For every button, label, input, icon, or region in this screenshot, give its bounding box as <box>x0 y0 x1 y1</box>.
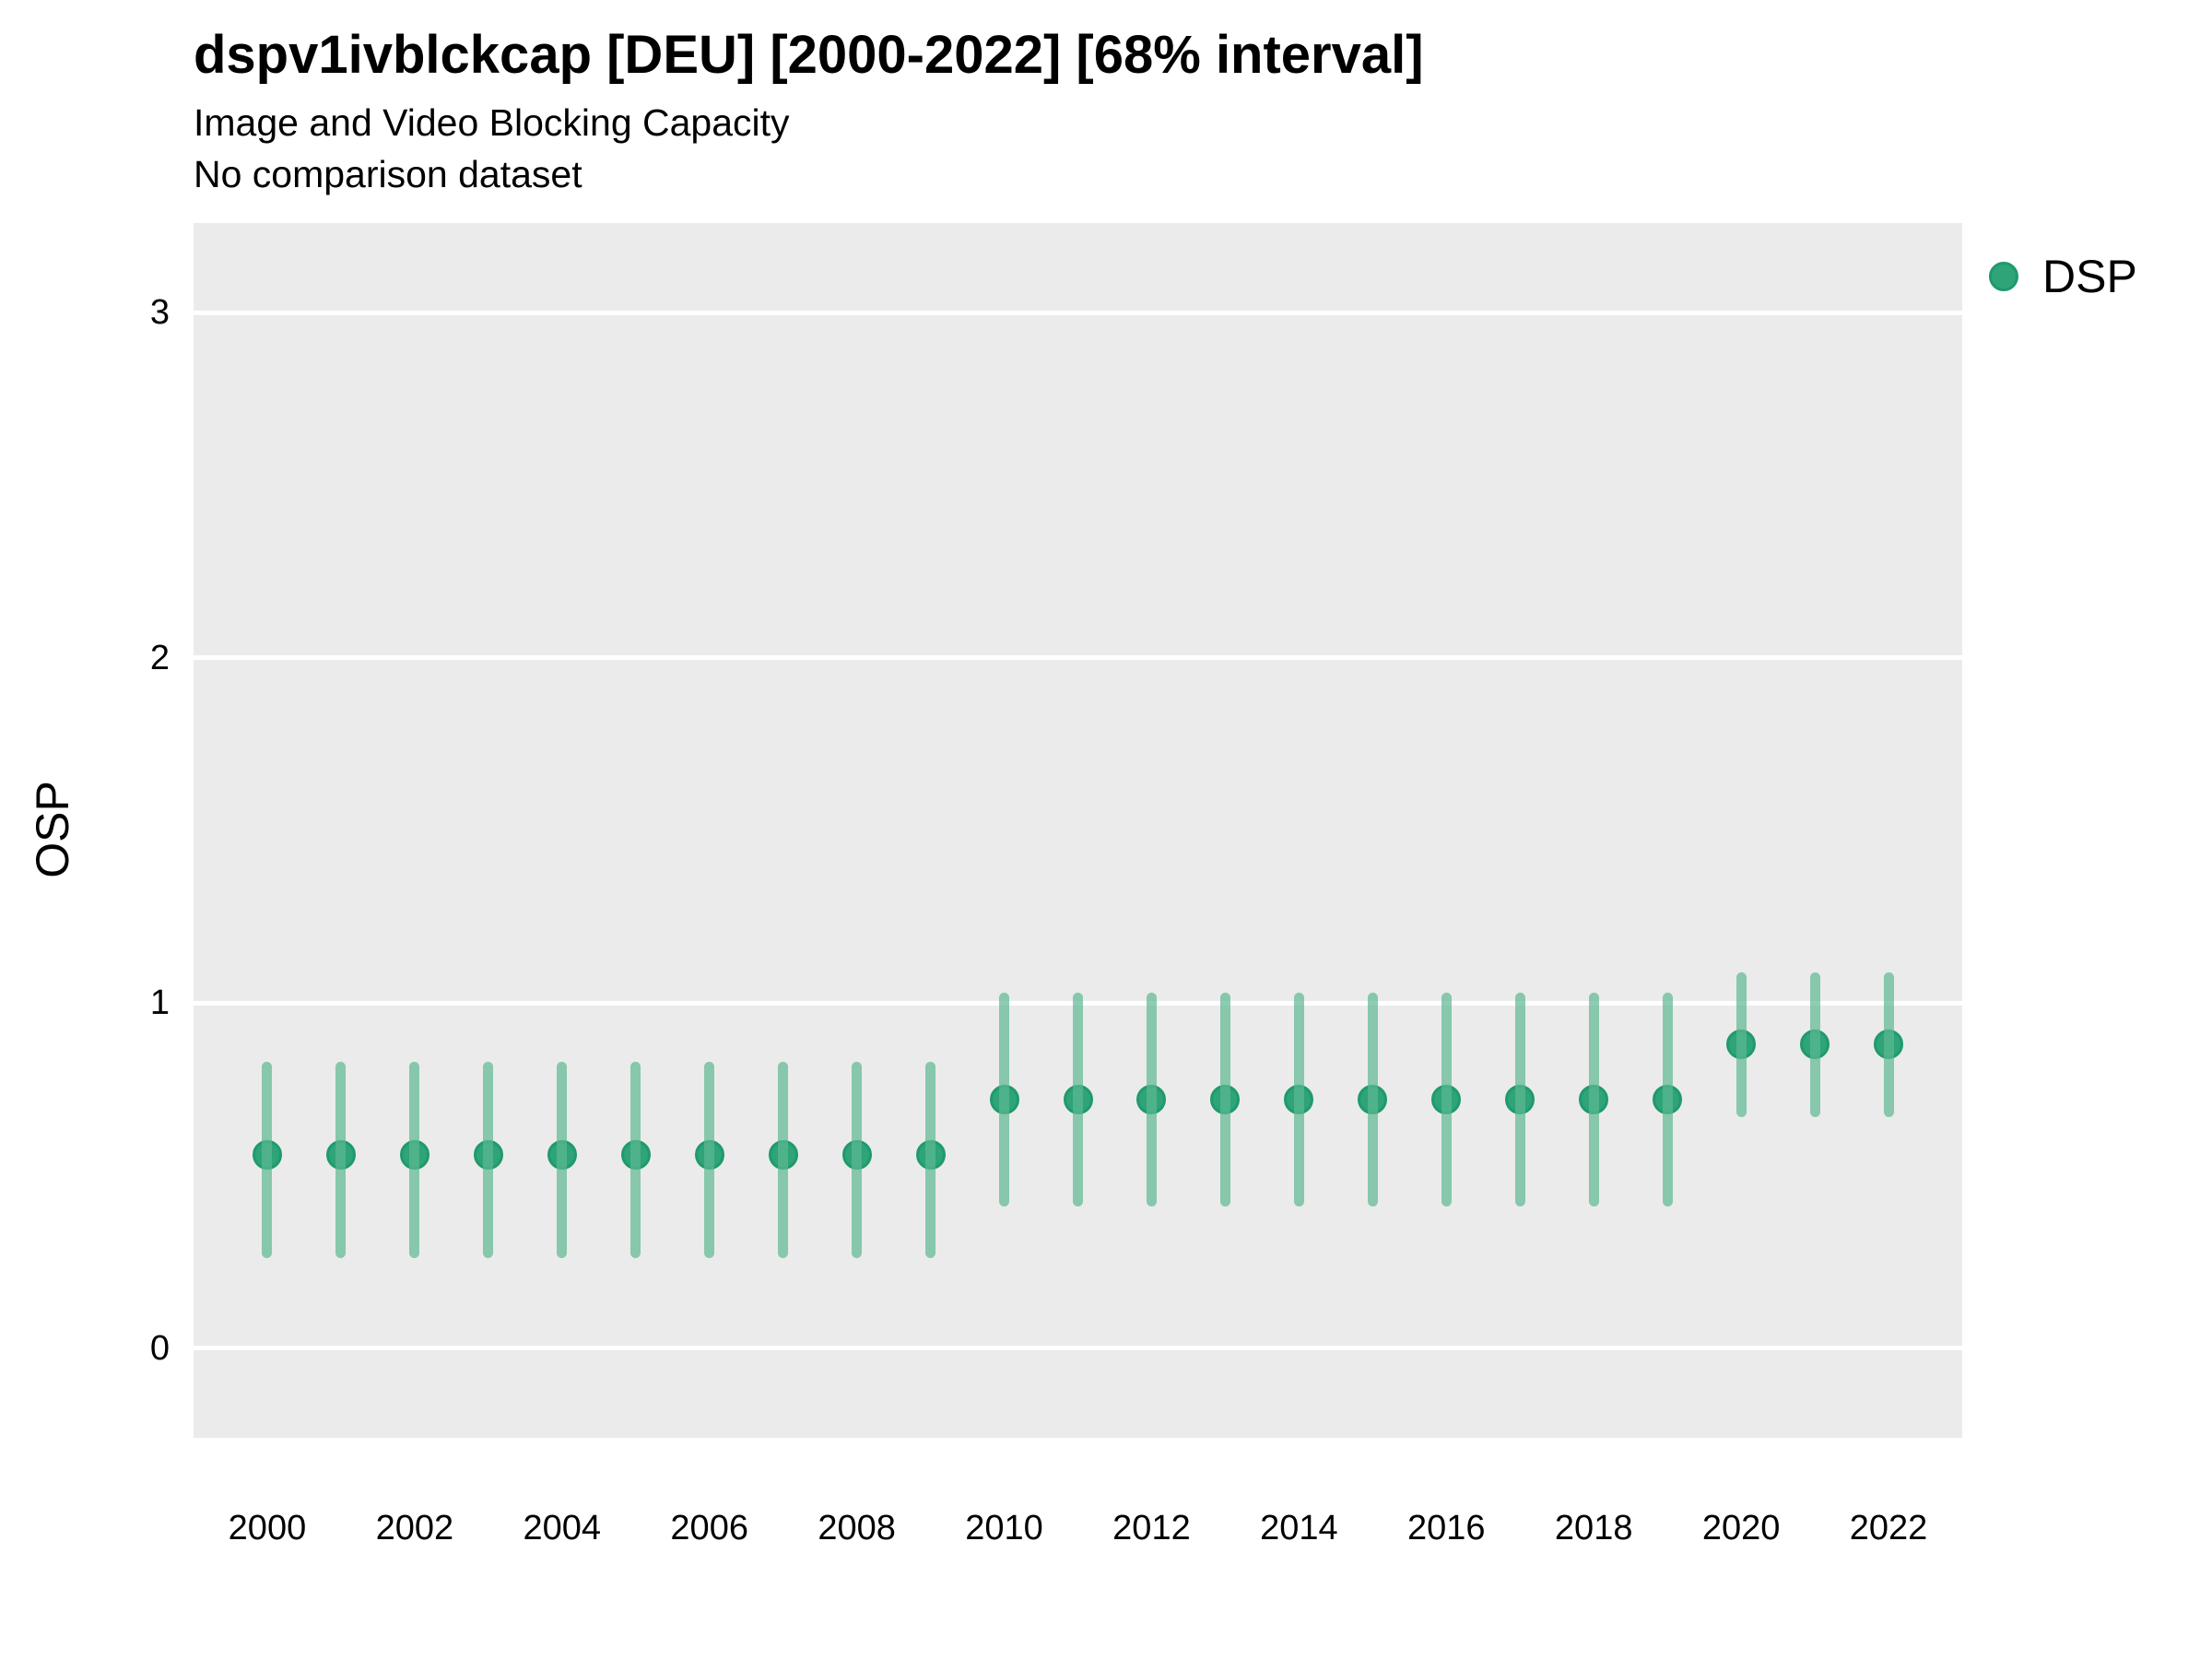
x-tick-label-2010: 2010 <box>965 1509 1043 1547</box>
gridline-y-2 <box>194 655 1962 661</box>
gridline-y-3 <box>194 310 1962 315</box>
interval-bar-2009 <box>925 1061 936 1259</box>
legend: DSP <box>1989 249 2137 304</box>
x-tick-label-2018: 2018 <box>1554 1509 1633 1547</box>
legend-dot-icon <box>1989 262 2018 291</box>
interval-bar-2007 <box>778 1061 789 1259</box>
x-tick-label-2008: 2008 <box>818 1509 896 1547</box>
x-tick-label-2014: 2014 <box>1260 1509 1338 1547</box>
interval-bar-2003 <box>483 1061 494 1259</box>
y-tick-label-0: 0 <box>149 1328 170 1368</box>
interval-bar-2018 <box>1588 992 1599 1207</box>
interval-bar-2012 <box>1146 992 1157 1207</box>
interval-bar-2016 <box>1441 992 1452 1207</box>
x-tick-label-2002: 2002 <box>375 1509 454 1547</box>
x-tick-label-2006: 2006 <box>670 1509 748 1547</box>
interval-bar-2013 <box>1219 992 1230 1207</box>
interval-bar-2019 <box>1662 992 1673 1207</box>
interval-bar-2014 <box>1293 992 1304 1207</box>
x-tick-label-2012: 2012 <box>1112 1509 1191 1547</box>
interval-bar-2001 <box>335 1061 347 1259</box>
gridline-y-0 <box>194 1346 1962 1351</box>
x-tick-label-2000: 2000 <box>228 1509 307 1547</box>
interval-bar-2000 <box>262 1061 273 1259</box>
y-axis-title: OSP <box>27 781 78 878</box>
interval-bar-2005 <box>630 1061 641 1259</box>
chart-note: No comparison dataset <box>194 153 582 195</box>
x-tick-label-2020: 2020 <box>1701 1509 1781 1547</box>
interval-bar-2015 <box>1367 992 1378 1207</box>
plot-panel <box>194 223 1962 1438</box>
interval-bar-2017 <box>1514 992 1525 1207</box>
page-title: dspv1ivblckcap [DEU] [2000-2022] [68% in… <box>194 25 1424 85</box>
y-tick-label-2: 2 <box>149 638 170 677</box>
interval-bar-2004 <box>557 1061 568 1259</box>
interval-bar-2022 <box>1883 971 1894 1117</box>
interval-bar-2008 <box>852 1061 863 1259</box>
interval-bar-2020 <box>1735 971 1747 1117</box>
x-tick-label-2022: 2022 <box>1849 1509 1928 1547</box>
interval-bar-2006 <box>704 1061 715 1259</box>
y-tick-label-3: 3 <box>149 293 170 333</box>
interval-bar-2002 <box>409 1061 420 1259</box>
interval-bar-2010 <box>999 992 1010 1207</box>
y-tick-label-1: 1 <box>149 983 170 1023</box>
x-tick-label-2004: 2004 <box>523 1509 602 1547</box>
chart-subtitle: Image and Video Blocking Capacity <box>194 101 790 144</box>
interval-bar-2021 <box>1809 971 1820 1117</box>
legend-label: DSP <box>2042 251 2137 302</box>
x-tick-label-2016: 2016 <box>1407 1509 1486 1547</box>
interval-bar-2011 <box>1073 992 1083 1207</box>
